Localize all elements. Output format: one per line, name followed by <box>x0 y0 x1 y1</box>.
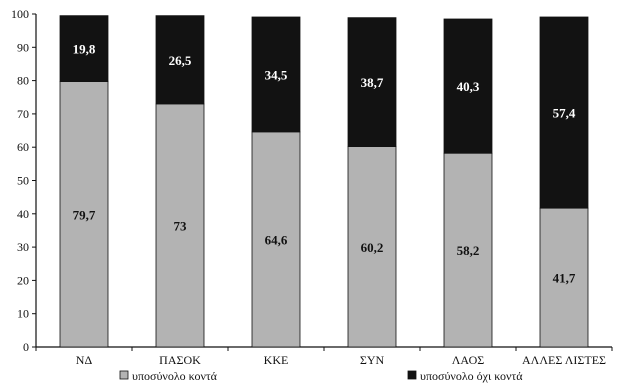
bar-not-near-2 <box>251 16 301 133</box>
x-category-label: ΛΑΟΣ <box>452 353 485 367</box>
data-label: 34,5 <box>265 67 288 82</box>
data-label: 40,3 <box>457 79 480 94</box>
legend-swatch <box>119 370 129 380</box>
x-category-label: ΑΛΛΕΣ ΛΙΣΤΕΣ <box>522 353 606 367</box>
bar-near-3 <box>347 146 397 348</box>
bar-near-1 <box>155 103 205 348</box>
data-label: 38,7 <box>361 75 384 90</box>
data-label: 26,5 <box>169 53 192 68</box>
bar-near-2 <box>251 131 301 348</box>
y-tick-label: 0 <box>23 340 29 354</box>
y-tick-label: 90 <box>17 40 29 54</box>
bar-not-near-1 <box>155 15 205 105</box>
x-category-label: ΝΔ <box>76 353 93 367</box>
bar-not-near-4 <box>443 18 493 154</box>
bar-not-near-3 <box>347 17 397 147</box>
data-label: 73 <box>174 218 188 233</box>
data-label: 64,6 <box>265 232 288 247</box>
x-category-label: ΣΥΝ <box>360 353 385 367</box>
data-label: 19,8 <box>73 42 96 57</box>
bar-not-near-0 <box>59 15 109 82</box>
x-category-label: ΠΑΣΟΚ <box>159 353 201 367</box>
y-tick-label: 60 <box>17 140 29 154</box>
y-tick-label: 20 <box>17 273 29 287</box>
y-tick-label: 50 <box>17 174 29 188</box>
y-tick-label: 80 <box>17 74 29 88</box>
legend-swatch <box>407 370 417 380</box>
bar-near-4 <box>443 152 493 348</box>
y-tick-label: 10 <box>17 307 29 321</box>
bar-not-near-5 <box>539 16 589 209</box>
data-label: 58,2 <box>457 243 480 258</box>
data-label: 79,7 <box>73 207 96 222</box>
data-label: 60,2 <box>361 240 384 255</box>
bar-near-5 <box>539 207 589 348</box>
legend-label: υποσύνολο κοντά <box>132 369 218 383</box>
data-label: 57,4 <box>553 106 576 121</box>
data-label: 41,7 <box>553 271 576 286</box>
y-tick-label: 70 <box>17 107 29 121</box>
x-category-label: ΚΚΕ <box>264 353 289 367</box>
y-tick-label: 30 <box>17 240 29 254</box>
legend-label: υποσύνολο όχι κοντά <box>420 369 523 383</box>
bar-near-0 <box>59 81 109 348</box>
y-tick-label: 100 <box>11 7 29 21</box>
y-tick-label: 40 <box>17 207 29 221</box>
